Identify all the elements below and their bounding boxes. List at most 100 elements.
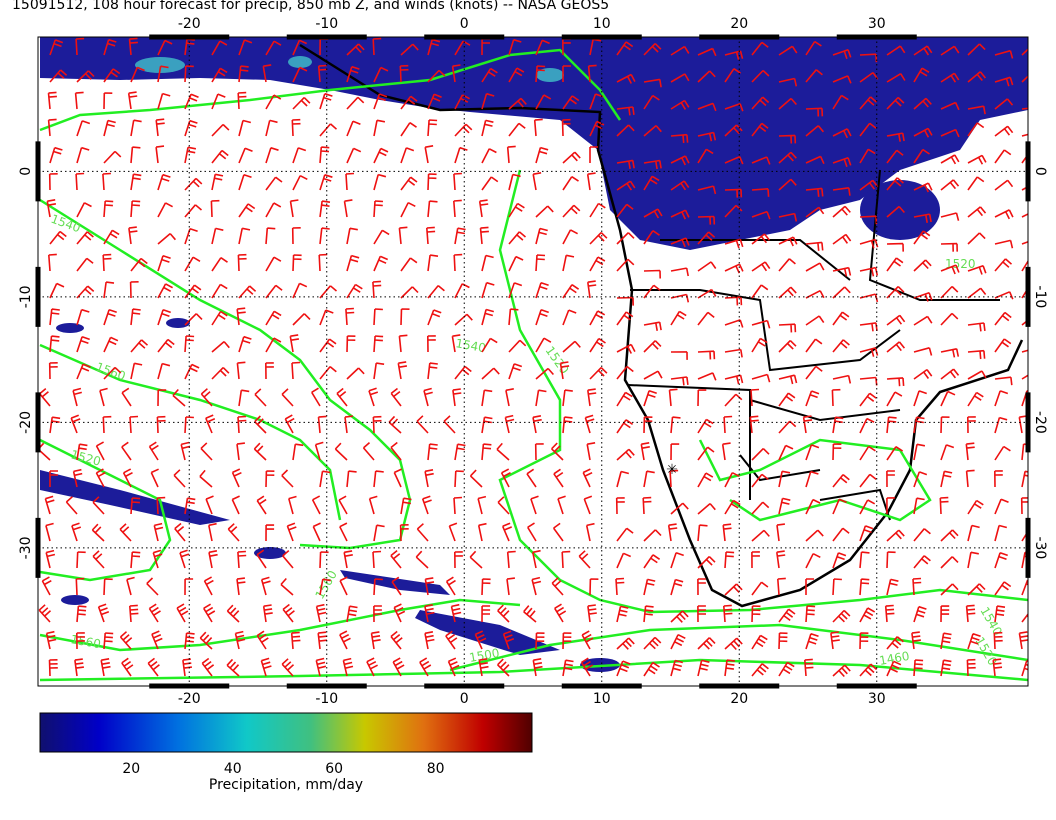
wind-barb — [103, 68, 121, 83]
wind-barb — [805, 390, 820, 407]
wind-barb — [227, 523, 240, 542]
wind-barb — [265, 256, 282, 272]
wind-barb — [967, 322, 986, 332]
wind-barb — [368, 387, 379, 407]
wind-barb — [211, 310, 228, 326]
wind-barb — [804, 658, 814, 677]
wind-barb — [211, 149, 229, 164]
wind-barb — [859, 551, 870, 569]
wind-barb — [129, 281, 139, 299]
wind-barb — [554, 603, 567, 623]
wind-barb — [72, 468, 83, 488]
wind-barb — [583, 495, 593, 515]
wind-barb — [75, 577, 85, 596]
wind-barb — [157, 283, 173, 299]
wind-barb — [211, 123, 230, 137]
wind-barb — [589, 146, 598, 163]
precip-blob — [61, 595, 89, 605]
wind-barb — [121, 441, 132, 461]
wind-barb — [886, 149, 904, 164]
wind-barb — [643, 636, 662, 650]
wind-barb — [859, 663, 878, 677]
wind-barb — [103, 281, 115, 299]
wind-barb — [424, 631, 435, 650]
wind-barb — [424, 145, 434, 164]
wind-barb — [802, 415, 813, 434]
colorbar-tick-label: 40 — [224, 761, 242, 777]
wind-barb — [292, 282, 308, 299]
wind-barb — [157, 362, 171, 380]
wind-barb — [479, 226, 489, 245]
wind-barb — [254, 388, 267, 407]
wind-barb — [670, 99, 690, 110]
wind-barb — [103, 366, 122, 380]
wind-barb — [502, 630, 515, 650]
wind-barb — [562, 151, 581, 164]
contour-label: 1520 — [945, 257, 976, 271]
wind-barb — [424, 604, 435, 623]
wind-barb — [587, 604, 597, 623]
wind-barb — [616, 232, 635, 245]
wind-barb — [74, 658, 85, 677]
wind-barb — [615, 577, 625, 596]
wind-barb — [501, 522, 513, 542]
wind-barb — [697, 350, 716, 360]
wind-barb — [589, 202, 606, 218]
wind-barb — [210, 199, 220, 218]
wind-barb — [778, 134, 797, 144]
wind-barb — [76, 363, 91, 380]
wind-barb — [751, 319, 771, 329]
wind-barb — [41, 576, 52, 596]
wind-barb — [724, 296, 743, 306]
wind-barb — [400, 147, 415, 164]
wind-barb — [940, 154, 960, 165]
wind-barb — [805, 262, 825, 272]
wind-barb — [643, 578, 656, 596]
wind-barb — [751, 188, 770, 197]
wind-barb — [393, 603, 406, 623]
wind-barb — [724, 471, 740, 488]
wind-barb — [616, 124, 635, 137]
wind-barb — [427, 362, 438, 380]
wind-barb — [265, 337, 282, 353]
wind-barb — [589, 310, 606, 326]
wind-barb — [237, 91, 247, 110]
wind-barb — [640, 442, 650, 461]
wind-barb — [157, 39, 173, 56]
wind-barb — [589, 337, 606, 353]
wind-barb — [913, 97, 932, 110]
wind-barb — [749, 415, 759, 434]
wind-barb — [859, 148, 876, 164]
wind-barb — [427, 38, 441, 56]
wind-barb — [940, 529, 959, 542]
wind-barb — [886, 314, 906, 326]
wind-barb — [697, 215, 716, 225]
wind-barb — [128, 226, 138, 245]
wind-barb — [967, 499, 984, 515]
wind-barb — [913, 528, 931, 542]
wind-barb — [76, 231, 94, 245]
wind-barb — [103, 632, 114, 650]
wind-barb — [940, 242, 958, 252]
wind-barb — [184, 119, 198, 137]
wind-barb — [535, 39, 550, 56]
wind-barb — [415, 550, 429, 569]
wind-barb — [157, 173, 171, 191]
wind-barb — [697, 185, 717, 195]
wind-barb — [940, 312, 959, 326]
wind-barb — [751, 634, 768, 650]
wind-barb — [200, 388, 213, 407]
wind-barb — [49, 335, 60, 353]
wind-barb — [180, 441, 191, 461]
wind-barb — [103, 578, 113, 596]
wind-barb — [670, 293, 690, 303]
wind-barb — [886, 391, 903, 407]
wind-barb — [155, 145, 165, 164]
wind-barb — [481, 254, 494, 272]
wind-barb — [616, 470, 630, 488]
wind-barb — [184, 256, 201, 272]
wind-barb — [454, 123, 473, 137]
wind-barb — [47, 91, 57, 110]
wind-barb — [967, 43, 986, 56]
